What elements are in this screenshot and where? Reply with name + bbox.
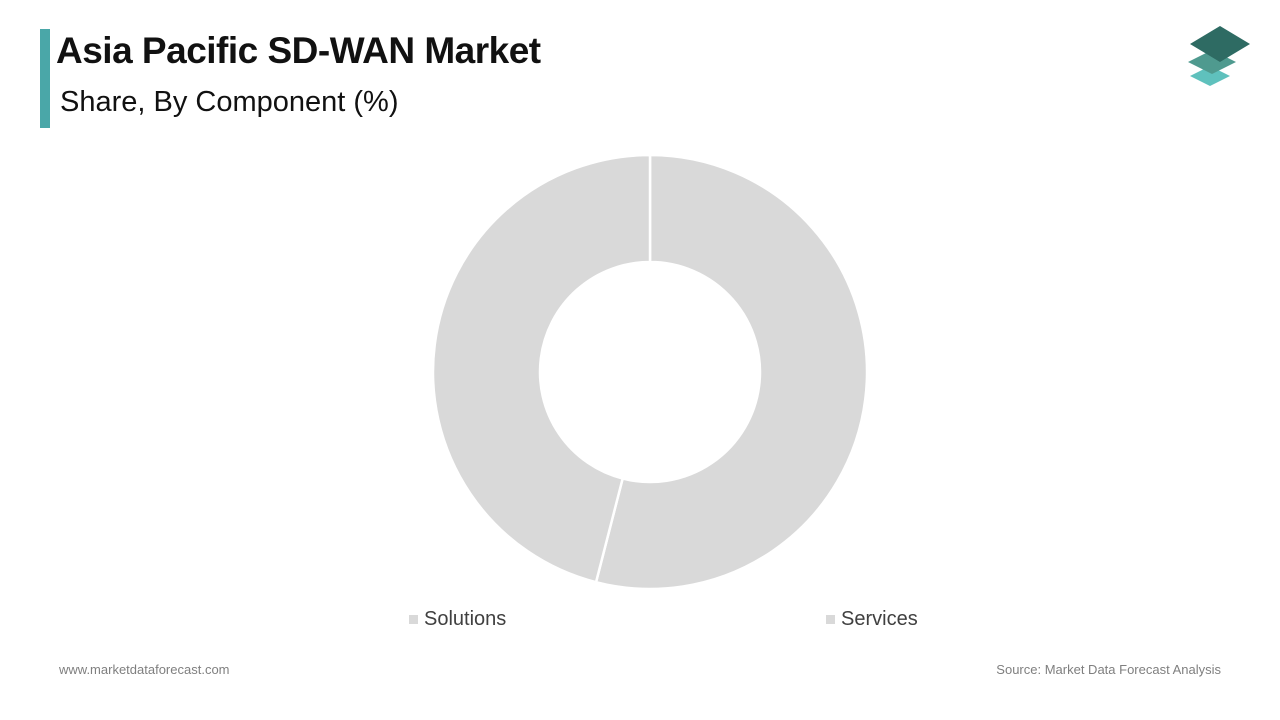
chart-subtitle: Share, By Component (%) bbox=[60, 86, 399, 118]
logo-layer-bottom bbox=[1190, 66, 1230, 86]
legend-swatch bbox=[826, 615, 835, 624]
source-footer: Source: Market Data Forecast Analysis bbox=[996, 662, 1221, 677]
legend-swatch bbox=[409, 615, 418, 624]
chart-title: Asia Pacific SD-WAN Market bbox=[56, 30, 541, 71]
legend-item-services: Services bbox=[826, 608, 918, 631]
chart-legend: Solutions Services bbox=[0, 608, 1280, 634]
website-footer: www.marketdataforecast.com bbox=[59, 662, 230, 677]
donut-slice-solutions bbox=[594, 153, 869, 591]
legend-label: Services bbox=[841, 608, 918, 630]
donut-slice-services bbox=[431, 153, 652, 584]
title-accent-bar bbox=[40, 29, 50, 128]
legend-label: Solutions bbox=[424, 608, 507, 630]
legend-item-solutions: Solutions bbox=[409, 608, 506, 631]
stacked-layers-logo-icon bbox=[1188, 26, 1250, 86]
logo-layer-top bbox=[1190, 26, 1250, 62]
